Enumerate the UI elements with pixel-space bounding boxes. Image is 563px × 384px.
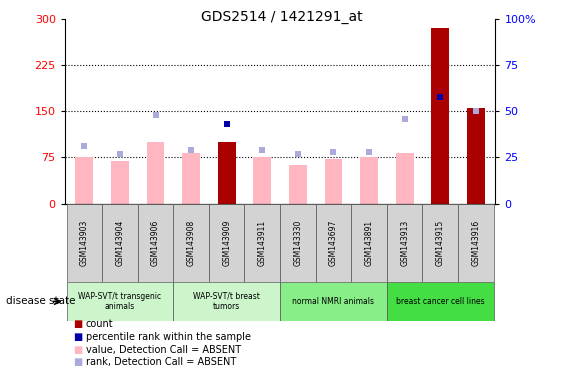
Text: GSM143903: GSM143903 — [80, 220, 89, 266]
Bar — [351, 204, 387, 282]
Text: GSM143908: GSM143908 — [186, 220, 195, 266]
Bar — [431, 28, 449, 204]
Text: GSM143916: GSM143916 — [471, 220, 480, 266]
Bar — [253, 157, 271, 204]
Bar — [173, 204, 209, 282]
Bar — [182, 152, 200, 204]
Bar — [66, 282, 173, 321]
Bar — [280, 282, 387, 321]
Text: rank, Detection Call = ABSENT: rank, Detection Call = ABSENT — [86, 358, 236, 367]
Bar — [75, 157, 93, 204]
Bar — [244, 204, 280, 282]
Text: ■: ■ — [73, 358, 82, 367]
Text: disease state: disease state — [6, 296, 75, 306]
Bar — [422, 204, 458, 282]
Text: value, Detection Call = ABSENT: value, Detection Call = ABSENT — [86, 345, 241, 355]
Text: WAP-SVT/t transgenic
animals: WAP-SVT/t transgenic animals — [78, 292, 162, 311]
Text: normal NMRI animals: normal NMRI animals — [293, 297, 374, 306]
Text: count: count — [86, 319, 113, 329]
Bar — [102, 204, 138, 282]
Bar — [325, 159, 342, 204]
Text: GSM143891: GSM143891 — [365, 220, 374, 266]
Text: WAP-SVT/t breast
tumors: WAP-SVT/t breast tumors — [193, 292, 260, 311]
Text: breast cancer cell lines: breast cancer cell lines — [396, 297, 485, 306]
Text: ■: ■ — [73, 345, 82, 355]
Bar — [289, 166, 307, 204]
Bar — [138, 204, 173, 282]
Text: GSM143913: GSM143913 — [400, 220, 409, 266]
Bar — [387, 204, 422, 282]
Bar — [218, 142, 235, 204]
Bar — [280, 204, 316, 282]
Text: percentile rank within the sample: percentile rank within the sample — [86, 332, 251, 342]
Bar — [66, 204, 102, 282]
Text: GSM143904: GSM143904 — [115, 220, 124, 266]
Text: GSM143906: GSM143906 — [151, 220, 160, 266]
Bar — [467, 108, 485, 204]
Text: ■: ■ — [73, 319, 82, 329]
Bar — [173, 282, 280, 321]
Bar — [360, 157, 378, 204]
Text: GSM143697: GSM143697 — [329, 220, 338, 266]
Bar — [387, 282, 494, 321]
Text: ■: ■ — [73, 332, 82, 342]
Text: GDS2514 / 1421291_at: GDS2514 / 1421291_at — [200, 10, 363, 23]
Bar — [146, 142, 164, 204]
Bar — [458, 204, 494, 282]
Bar — [396, 153, 414, 204]
Text: GSM143915: GSM143915 — [436, 220, 445, 266]
Bar — [209, 204, 244, 282]
Text: GSM143909: GSM143909 — [222, 220, 231, 266]
Bar — [316, 204, 351, 282]
Bar — [218, 142, 235, 204]
Text: GSM143911: GSM143911 — [258, 220, 267, 266]
Text: GSM143330: GSM143330 — [293, 220, 302, 266]
Bar — [111, 161, 129, 204]
